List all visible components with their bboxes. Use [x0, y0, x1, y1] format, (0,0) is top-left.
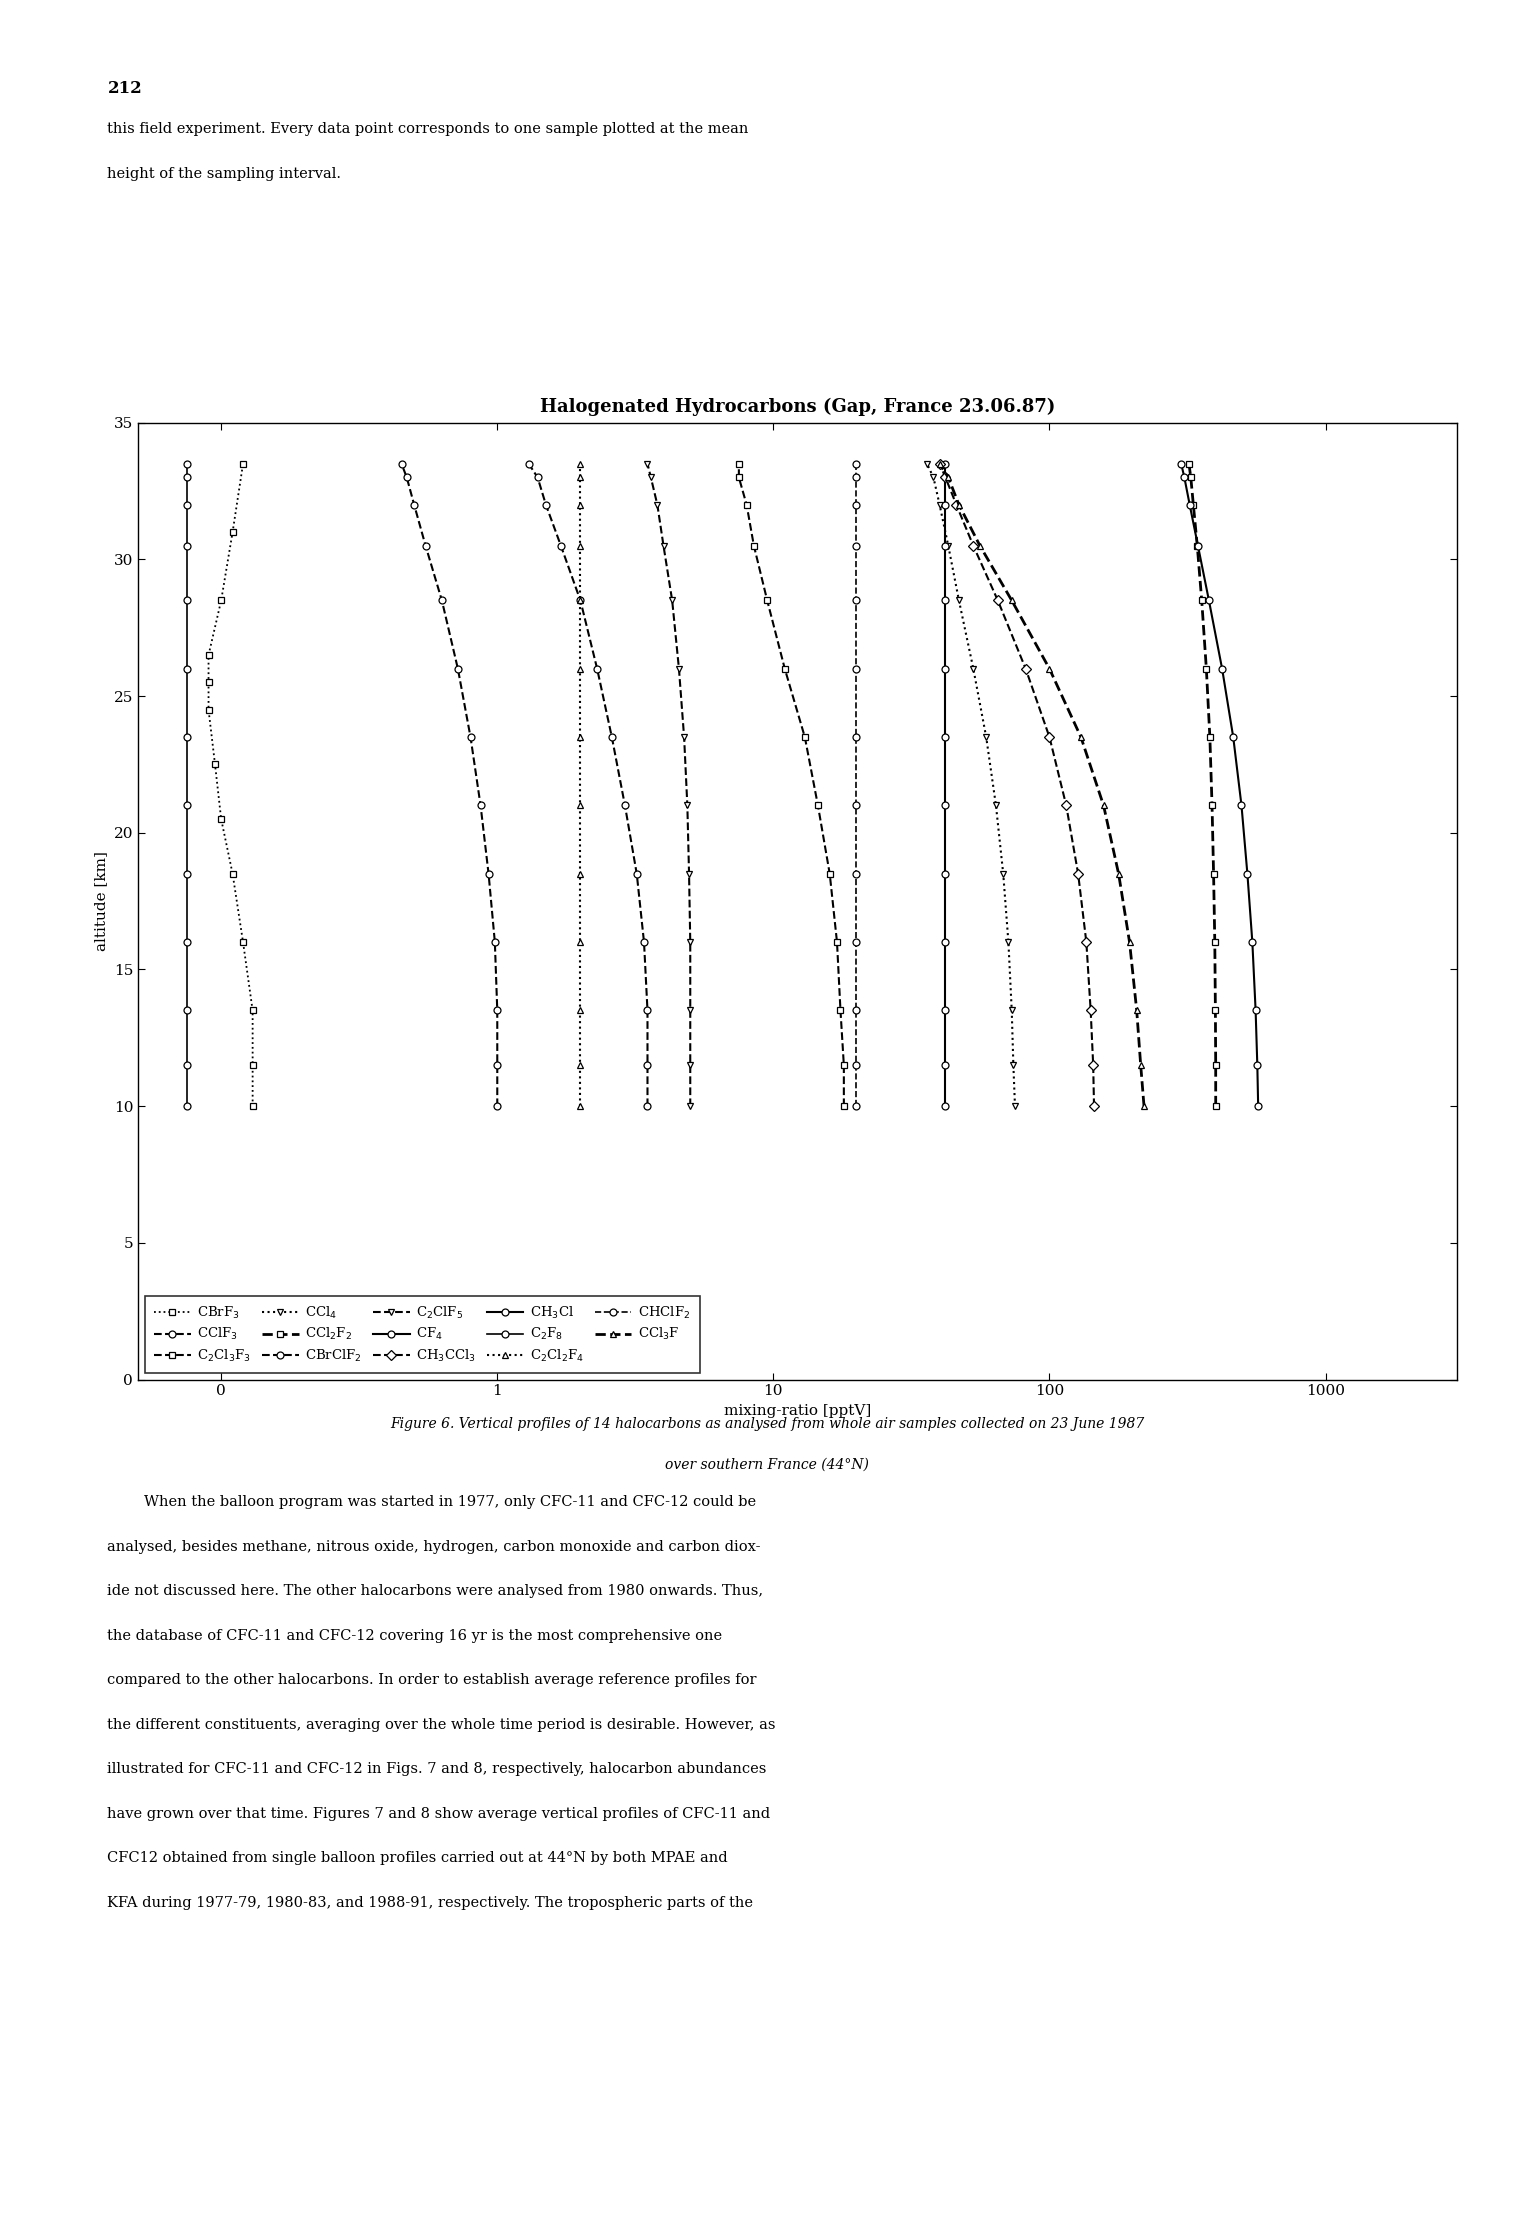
- Text: illustrated for CFC-11 and CFC-12 in Figs. 7 and 8, respectively, halocarbon abu: illustrated for CFC-11 and CFC-12 in Fig…: [107, 1762, 767, 1776]
- Text: this field experiment. Every data point corresponds to one sample plotted at the: this field experiment. Every data point …: [107, 122, 749, 136]
- Text: have grown over that time. Figures 7 and 8 show average vertical profiles of CFC: have grown over that time. Figures 7 and…: [107, 1807, 770, 1820]
- Y-axis label: altitude [km]: altitude [km]: [94, 852, 107, 950]
- Text: over southern France (44°N): over southern France (44°N): [666, 1457, 868, 1471]
- Text: CFC12 obtained from single balloon profiles carried out at 44°N by both MPAE and: CFC12 obtained from single balloon profi…: [107, 1851, 729, 1865]
- Text: the database of CFC-11 and CFC-12 covering 16 yr is the most comprehensive one: the database of CFC-11 and CFC-12 coveri…: [107, 1629, 723, 1642]
- Text: 212: 212: [107, 80, 143, 98]
- Legend: CBrF$_3$, CClF$_3$, C$_2$Cl$_3$F$_3$, CCl$_4$, CCl$_2$F$_2$, CBrClF$_2$, C$_2$Cl: CBrF$_3$, CClF$_3$, C$_2$Cl$_3$F$_3$, CC…: [144, 1295, 700, 1373]
- Text: ide not discussed here. The other halocarbons were analysed from 1980 onwards. T: ide not discussed here. The other haloca…: [107, 1584, 764, 1598]
- Text: the different constituents, averaging over the whole time period is desirable. H: the different constituents, averaging ov…: [107, 1718, 776, 1731]
- Text: height of the sampling interval.: height of the sampling interval.: [107, 167, 342, 180]
- Text: compared to the other halocarbons. In order to establish average reference profi: compared to the other halocarbons. In or…: [107, 1673, 756, 1687]
- Text: KFA during 1977-79, 1980-83, and 1988-91, respectively. The tropospheric parts o: KFA during 1977-79, 1980-83, and 1988-91…: [107, 1896, 753, 1909]
- Text: analysed, besides methane, nitrous oxide, hydrogen, carbon monoxide and carbon d: analysed, besides methane, nitrous oxide…: [107, 1540, 761, 1553]
- X-axis label: mixing-ratio [pptV]: mixing-ratio [pptV]: [724, 1404, 871, 1417]
- Title: Halogenated Hydrocarbons (Gap, France 23.06.87): Halogenated Hydrocarbons (Gap, France 23…: [540, 398, 1055, 416]
- Text: When the balloon program was started in 1977, only CFC-11 and CFC-12 could be: When the balloon program was started in …: [107, 1495, 756, 1509]
- Text: Figure 6. Vertical profiles of 14 halocarbons as analysed from whole air samples: Figure 6. Vertical profiles of 14 haloca…: [390, 1417, 1144, 1431]
